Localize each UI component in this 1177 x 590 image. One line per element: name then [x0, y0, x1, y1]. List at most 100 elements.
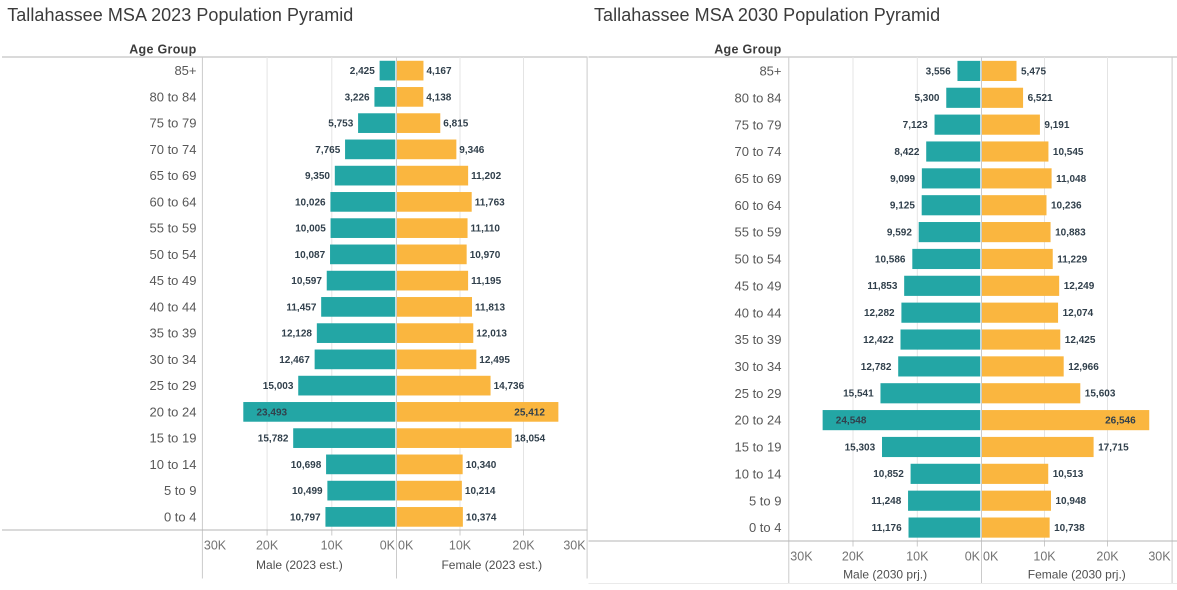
- svg-text:Age Group: Age Group: [714, 43, 781, 57]
- svg-text:12,249: 12,249: [1064, 281, 1095, 292]
- svg-text:8,422: 8,422: [894, 147, 919, 158]
- svg-text:15 to 19: 15 to 19: [150, 431, 197, 446]
- svg-text:10,597: 10,597: [291, 276, 322, 287]
- svg-text:60 to 64: 60 to 64: [735, 198, 782, 213]
- svg-text:85+: 85+: [174, 63, 196, 78]
- svg-text:40 to 44: 40 to 44: [150, 300, 197, 315]
- svg-text:10K: 10K: [906, 550, 929, 564]
- svg-text:12,422: 12,422: [863, 335, 894, 346]
- svg-text:Tallahassee MSA 2030 Populatio: Tallahassee MSA 2030 Population Pyramid: [594, 5, 940, 25]
- svg-text:10,087: 10,087: [295, 250, 326, 261]
- svg-text:5,475: 5,475: [1021, 66, 1046, 77]
- svg-text:0K: 0K: [983, 550, 999, 564]
- svg-text:35 to 39: 35 to 39: [735, 332, 782, 347]
- svg-text:55 to 59: 55 to 59: [150, 221, 197, 236]
- svg-text:10,499: 10,499: [292, 486, 323, 497]
- svg-text:50 to 54: 50 to 54: [150, 247, 197, 262]
- svg-text:45 to 49: 45 to 49: [150, 273, 197, 288]
- svg-text:11,457: 11,457: [286, 302, 316, 313]
- svg-text:25 to 29: 25 to 29: [150, 378, 197, 393]
- svg-text:12,128: 12,128: [281, 329, 312, 340]
- svg-text:10K: 10K: [1033, 550, 1056, 564]
- svg-text:9,125: 9,125: [890, 201, 915, 212]
- svg-text:80 to 84: 80 to 84: [150, 90, 197, 105]
- svg-text:15,541: 15,541: [843, 389, 874, 400]
- svg-text:11,763: 11,763: [475, 197, 505, 208]
- svg-text:20K: 20K: [256, 539, 279, 553]
- svg-text:11,248: 11,248: [871, 496, 901, 507]
- svg-text:11,195: 11,195: [471, 276, 501, 287]
- svg-text:12,467: 12,467: [279, 355, 310, 366]
- svg-text:10,545: 10,545: [1053, 147, 1084, 158]
- svg-text:12,282: 12,282: [864, 308, 895, 319]
- svg-text:Female (2023 est.): Female (2023 est.): [441, 558, 542, 572]
- svg-text:5,300: 5,300: [914, 93, 939, 104]
- svg-text:10,340: 10,340: [466, 460, 497, 471]
- svg-text:3,226: 3,226: [345, 92, 370, 103]
- svg-text:11,110: 11,110: [471, 224, 501, 235]
- svg-text:30 to 34: 30 to 34: [150, 352, 197, 367]
- svg-text:15 to 19: 15 to 19: [735, 440, 782, 455]
- svg-text:10,005: 10,005: [295, 224, 326, 235]
- svg-text:20K: 20K: [842, 550, 865, 564]
- svg-text:Male (2030 prj.): Male (2030 prj.): [843, 568, 927, 582]
- svg-text:18,054: 18,054: [515, 434, 546, 445]
- svg-text:10K: 10K: [449, 539, 472, 553]
- svg-text:20K: 20K: [1096, 550, 1119, 564]
- svg-text:30 to 34: 30 to 34: [735, 359, 782, 374]
- svg-text:60 to 64: 60 to 64: [150, 195, 197, 210]
- svg-text:5 to 9: 5 to 9: [749, 493, 782, 508]
- svg-text:4,167: 4,167: [427, 66, 452, 77]
- svg-text:9,350: 9,350: [305, 171, 330, 182]
- svg-text:10,513: 10,513: [1053, 469, 1084, 480]
- svg-text:5 to 9: 5 to 9: [164, 483, 197, 498]
- svg-text:24,548: 24,548: [836, 416, 867, 427]
- svg-text:11,813: 11,813: [475, 302, 505, 313]
- svg-text:12,013: 12,013: [476, 329, 507, 340]
- svg-text:10,970: 10,970: [470, 250, 501, 261]
- svg-text:85+: 85+: [759, 64, 781, 79]
- svg-text:2,425: 2,425: [350, 66, 375, 77]
- svg-text:10 to 14: 10 to 14: [735, 466, 782, 481]
- svg-text:55 to 59: 55 to 59: [735, 225, 782, 240]
- svg-text:9,191: 9,191: [1044, 120, 1069, 131]
- svg-text:7,123: 7,123: [903, 120, 928, 131]
- svg-text:15,303: 15,303: [845, 442, 876, 453]
- svg-text:10,852: 10,852: [873, 469, 904, 480]
- svg-text:80 to 84: 80 to 84: [735, 90, 782, 105]
- svg-text:70 to 74: 70 to 74: [735, 144, 782, 159]
- svg-text:Male (2023 est.): Male (2023 est.): [256, 558, 343, 572]
- svg-text:20K: 20K: [512, 539, 535, 553]
- svg-text:Female (2030 prj.): Female (2030 prj.): [1028, 568, 1126, 582]
- svg-text:30K: 30K: [204, 539, 227, 553]
- svg-text:10 to 14: 10 to 14: [150, 457, 197, 472]
- svg-text:10,026: 10,026: [295, 197, 326, 208]
- svg-text:9,346: 9,346: [459, 145, 484, 156]
- svg-text:11,176: 11,176: [872, 523, 902, 534]
- svg-text:15,782: 15,782: [258, 434, 289, 445]
- svg-text:10,797: 10,797: [290, 512, 321, 523]
- svg-text:11,048: 11,048: [1056, 174, 1086, 185]
- svg-text:0 to 4: 0 to 4: [749, 520, 782, 535]
- svg-text:25,412: 25,412: [514, 407, 545, 418]
- svg-text:30K: 30K: [790, 550, 813, 564]
- svg-text:45 to 49: 45 to 49: [735, 278, 782, 293]
- svg-text:10K: 10K: [321, 539, 344, 553]
- svg-text:0K: 0K: [380, 539, 396, 553]
- svg-text:12,966: 12,966: [1068, 362, 1099, 373]
- svg-text:0K: 0K: [965, 550, 981, 564]
- svg-text:30K: 30K: [563, 539, 586, 553]
- svg-text:12,425: 12,425: [1065, 335, 1096, 346]
- svg-text:3,556: 3,556: [926, 66, 951, 77]
- svg-text:20 to 24: 20 to 24: [150, 405, 197, 420]
- svg-text:12,074: 12,074: [1063, 308, 1094, 319]
- svg-text:30K: 30K: [1148, 550, 1171, 564]
- svg-text:10,738: 10,738: [1054, 523, 1085, 534]
- svg-text:0K: 0K: [398, 539, 414, 553]
- svg-text:11,229: 11,229: [1057, 254, 1087, 265]
- svg-text:7,765: 7,765: [315, 145, 340, 156]
- svg-text:25 to 29: 25 to 29: [735, 386, 782, 401]
- svg-text:14,736: 14,736: [494, 381, 525, 392]
- svg-text:10,586: 10,586: [875, 254, 906, 265]
- svg-text:75 to 79: 75 to 79: [735, 117, 782, 132]
